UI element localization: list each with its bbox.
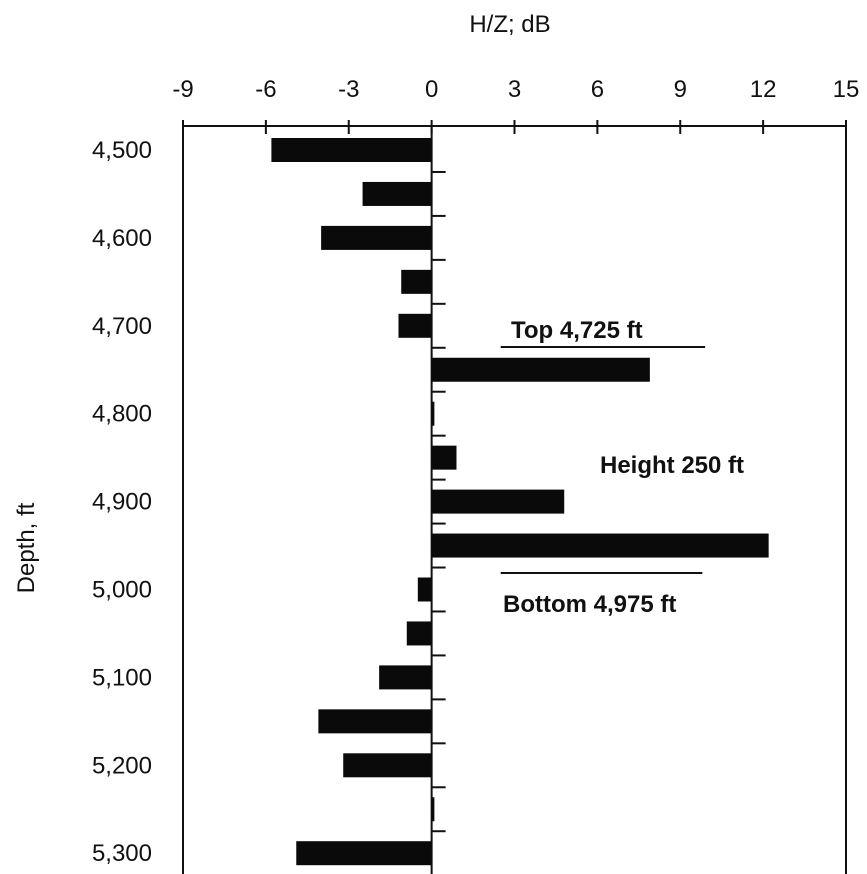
annotations: Top 4,725 ft Height 250 ft Bottom 4,975 … xyxy=(500,317,744,618)
bar xyxy=(417,577,432,602)
x-tick-label: 6 xyxy=(591,76,604,103)
annotation-top: Top 4,725 ft xyxy=(511,317,643,344)
bar xyxy=(406,621,432,646)
y-tick-label: 4,900 xyxy=(92,489,152,516)
bar xyxy=(431,797,435,822)
x-tick-label: 15 xyxy=(833,76,860,103)
bar xyxy=(398,313,432,338)
bar xyxy=(431,489,565,514)
annotation-height: Height 250 ft xyxy=(600,452,744,479)
y-tick-label: 4,800 xyxy=(92,401,152,428)
y-tick-label: 4,700 xyxy=(92,313,152,340)
bar xyxy=(401,269,432,294)
x-tick-label: -6 xyxy=(255,76,276,103)
bar xyxy=(271,138,432,162)
bar xyxy=(318,709,432,734)
y-axis-title: Depth, ft xyxy=(13,502,40,593)
x-tick-label: 12 xyxy=(750,76,777,103)
bar xyxy=(296,841,432,866)
x-axis: -9 -6 -3 0 3 6 9 12 15 xyxy=(172,76,859,134)
bar xyxy=(431,401,435,426)
bar xyxy=(379,665,432,690)
bar xyxy=(362,181,432,206)
bar xyxy=(343,753,432,778)
y-tick-label: 5,300 xyxy=(92,840,152,867)
y-tick-label: 5,200 xyxy=(92,752,152,779)
x-tick-label: -3 xyxy=(338,76,359,103)
x-tick-label: 3 xyxy=(508,76,521,103)
annotation-bottom: Bottom 4,975 ft xyxy=(503,591,676,618)
bar xyxy=(431,357,650,382)
bar xyxy=(431,445,457,470)
y-tick-label: 5,100 xyxy=(92,664,152,691)
y-tick-label: 5,000 xyxy=(92,577,152,604)
x-tick-label: 9 xyxy=(674,76,687,103)
bars xyxy=(271,138,769,866)
bar xyxy=(321,225,432,250)
y-tick-label: 4,600 xyxy=(92,225,152,252)
x-axis-title: H/Z; dB xyxy=(469,11,550,38)
x-tick-label: -9 xyxy=(172,76,193,103)
bar xyxy=(431,533,769,558)
y-axis: 4,500 4,600 4,700 4,800 4,900 5,000 5,100 5,200… xyxy=(92,137,446,867)
y-tick-label: 4,500 xyxy=(92,137,152,164)
x-tick-label: 0 xyxy=(425,76,438,103)
